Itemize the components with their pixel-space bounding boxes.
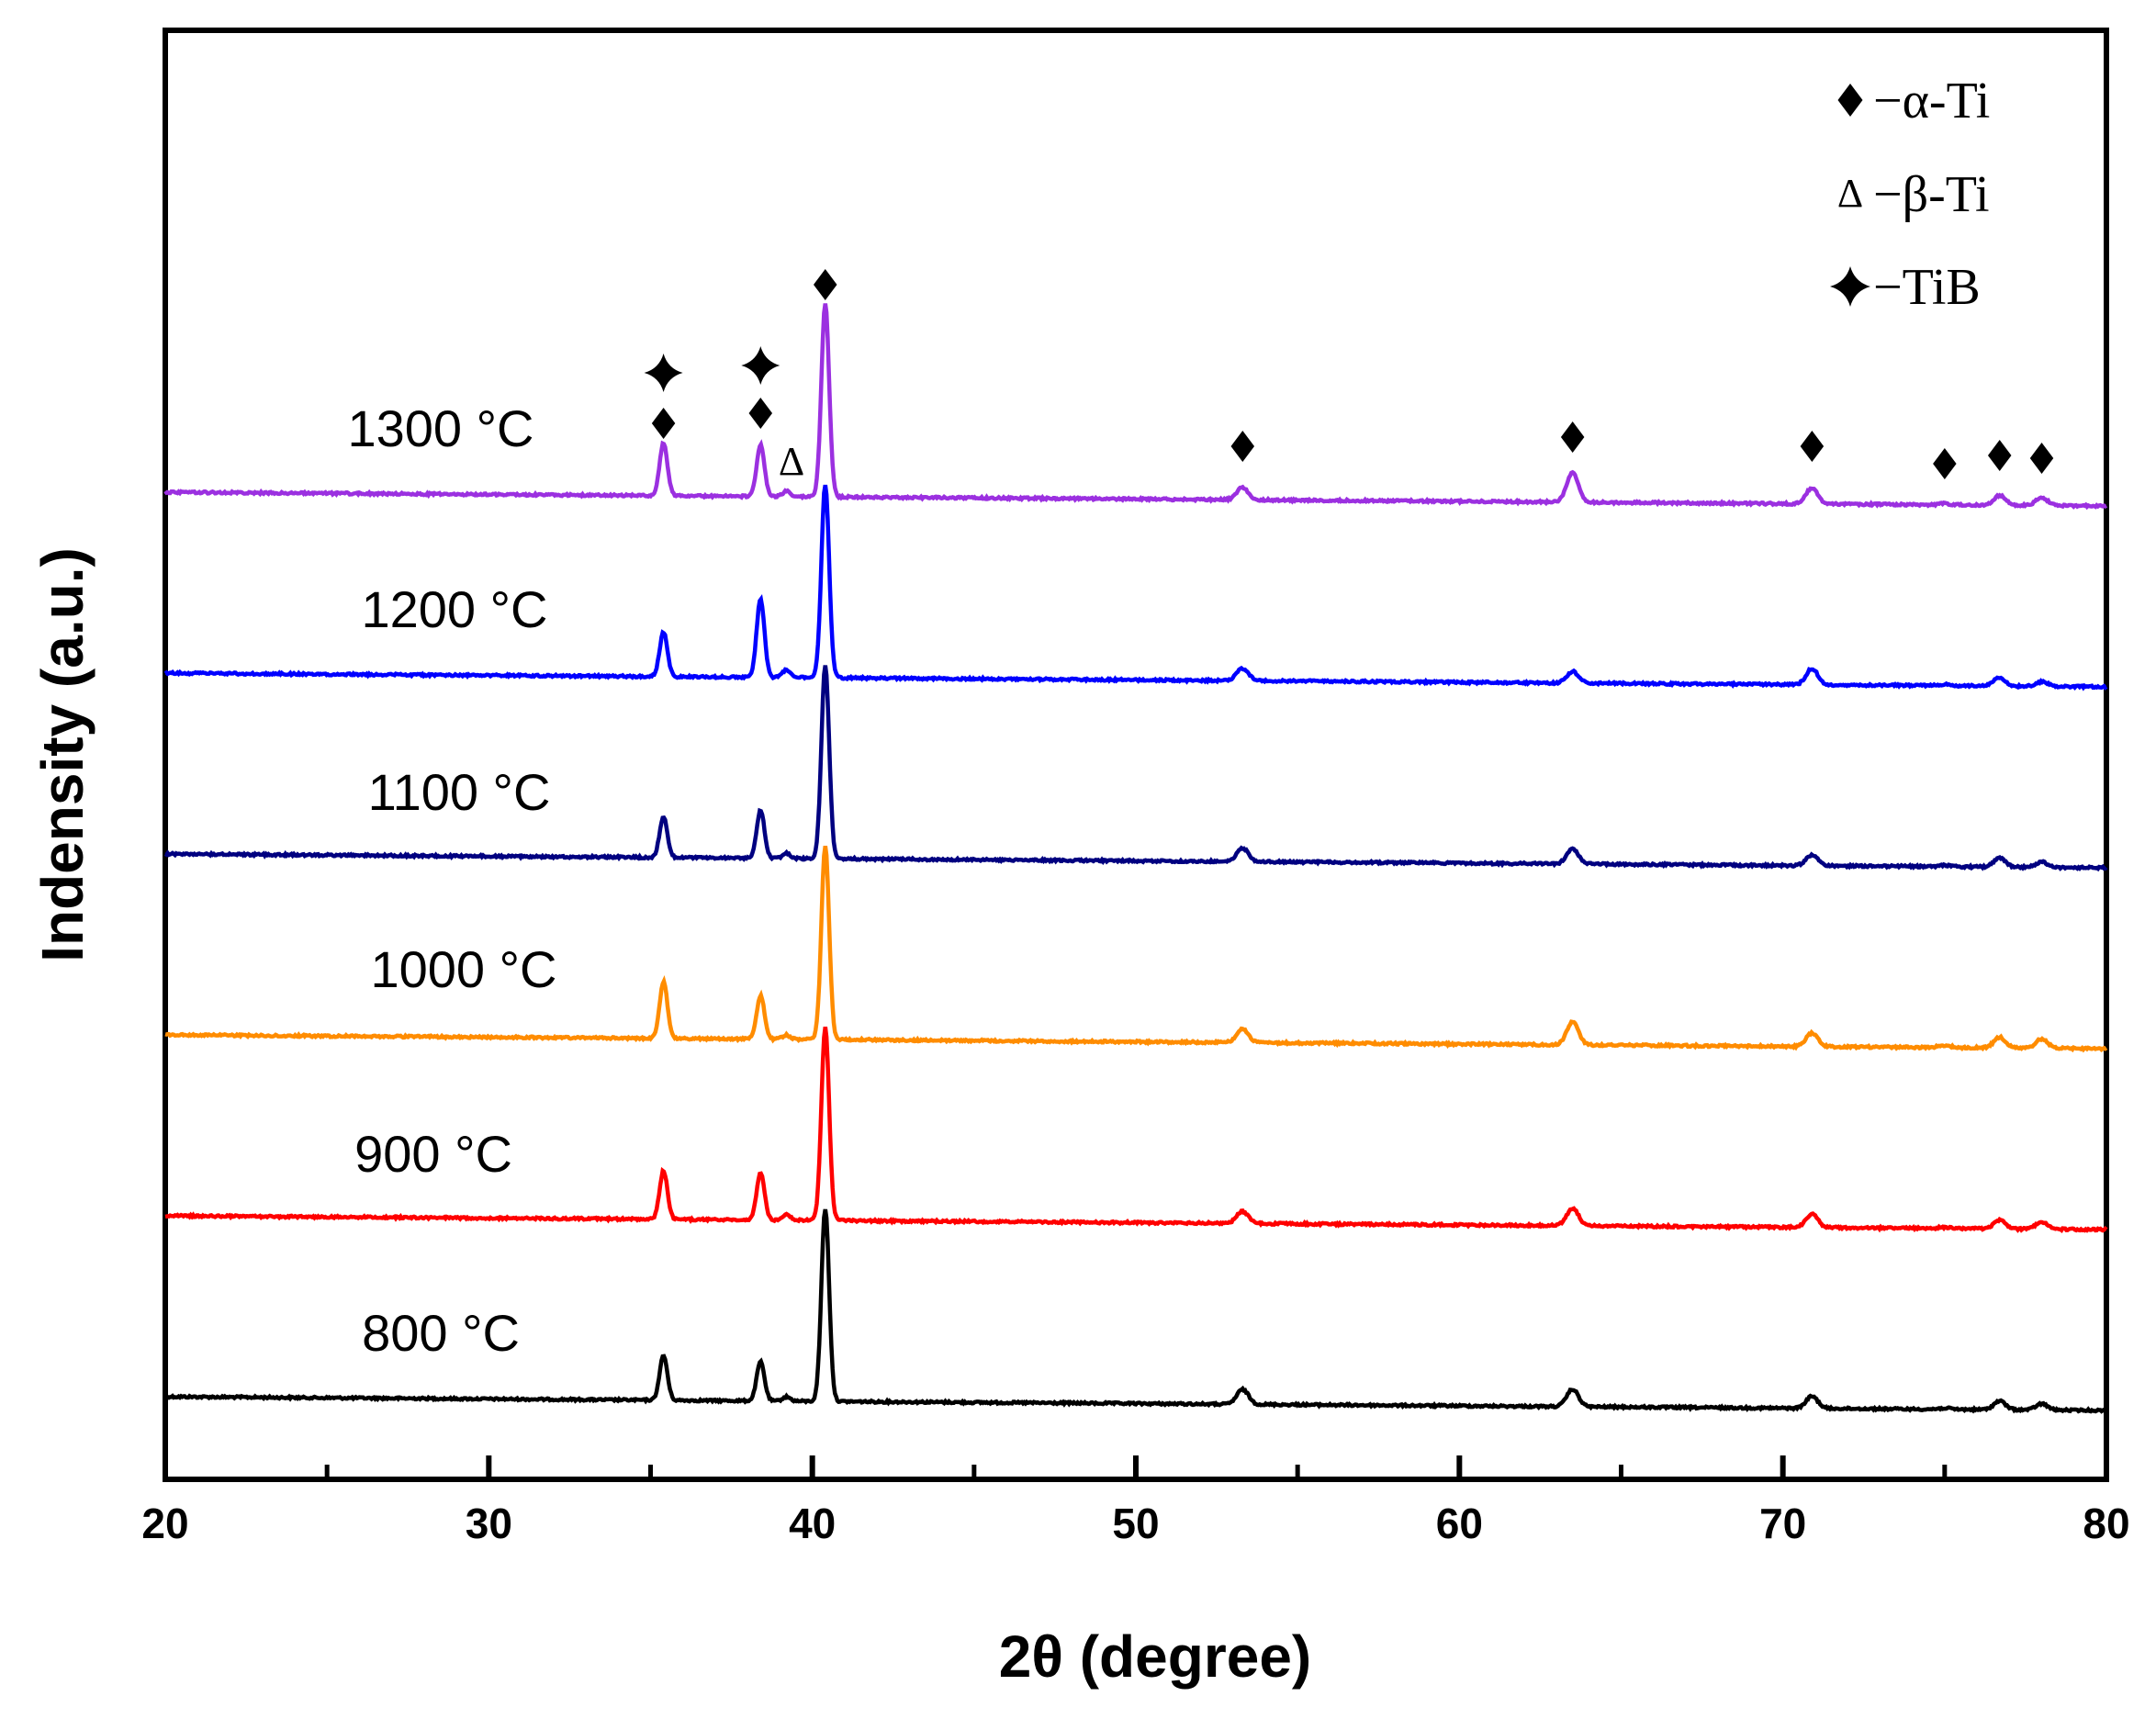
x-tick-label: 30 [466, 1500, 512, 1547]
alpha-ti-diamond-marker [2029, 443, 2054, 474]
series-label: 1300 °C [348, 399, 534, 457]
legend-label: −α-Ti [1873, 73, 1990, 129]
x-tick-label: 40 [789, 1500, 836, 1547]
x-tick-label: 20 [141, 1500, 188, 1547]
legend: −α-TiΔ −β-Ti −TiB [1830, 73, 1990, 316]
x-tick-label: 50 [1112, 1500, 1159, 1547]
peak-markers [644, 269, 2054, 479]
series-label: 800 °C [362, 1304, 520, 1362]
alpha-ti-diamond-marker [651, 408, 676, 439]
series-line [164, 846, 2108, 1053]
alpha-ti-diamond-marker [1800, 431, 1825, 462]
legend-star-icon [1830, 266, 1870, 307]
legend-triangle-icon: Δ [1837, 171, 1863, 216]
series-line [163, 484, 2108, 691]
alpha-ti-diamond-marker [1560, 421, 1585, 453]
x-tick-label: 60 [1436, 1500, 1483, 1547]
series-lines [163, 303, 2108, 1415]
tib-star-marker [741, 346, 780, 385]
series-line [163, 303, 2108, 511]
series-line [163, 1208, 2108, 1415]
x-tick-label: 80 [2083, 1500, 2129, 1547]
alpha-ti-diamond-marker [1230, 431, 1255, 462]
beta-ti-delta-label: Δ [779, 439, 804, 484]
x-tick-label: 70 [1759, 1500, 1806, 1547]
series-label: 1100 °C [368, 763, 551, 821]
alpha-ti-diamond-marker [1933, 448, 1957, 479]
x-axis-tick-labels: 20 30 40 50 60 70 80 [141, 1500, 2129, 1547]
series-label: 1200 °C [362, 580, 548, 638]
x-axis-title: 2θ (degree) [999, 1624, 1311, 1690]
alpha-ti-diamond-marker [748, 398, 773, 429]
tib-star-marker [644, 354, 683, 392]
series-label: 900 °C [354, 1125, 512, 1183]
legend-label: −β-Ti [1873, 166, 1990, 223]
legend-label: −TiB [1873, 259, 1981, 316]
legend-diamond-icon [1837, 84, 1863, 117]
series-line [164, 1027, 2108, 1234]
series-label: 1000 °C [371, 940, 557, 998]
series-labels: 800 °C 900 °C 1000 °C 1100 °C 1200 °C 1300 °C [348, 399, 557, 1362]
plot-frame [163, 28, 2109, 1482]
x-axis-ticks [324, 1455, 1948, 1479]
y-axis-title: Indensity (a.u.) [29, 547, 95, 962]
alpha-ti-diamond-marker [1987, 440, 2012, 471]
series-line [163, 665, 2108, 872]
alpha-ti-diamond-marker [814, 269, 837, 300]
